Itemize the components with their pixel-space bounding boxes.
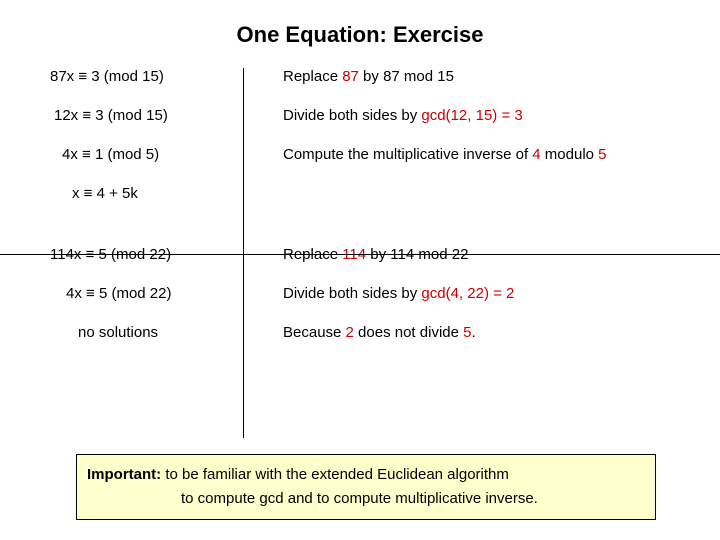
desc-accent: 5 — [598, 146, 606, 163]
eq-rhs: 5 (mod 22) — [95, 285, 172, 302]
congruent-icon: ≡ — [78, 68, 87, 85]
eq-lhs: 4x — [62, 146, 82, 163]
congruent-icon: ≡ — [82, 146, 91, 163]
important-note: Important: to be familiar with the exten… — [76, 454, 656, 520]
note-text: to compute gcd and to compute multiplica… — [181, 490, 538, 507]
desc-text: Because — [283, 324, 346, 341]
desc-text: modulo — [541, 146, 599, 163]
congruent-icon: ≡ — [86, 285, 95, 302]
description-cell: Because 2 does not divide 5. — [243, 324, 670, 341]
equation-cell: 87x ≡ 3 (mod 15) — [50, 68, 243, 85]
description-cell: Replace 87 by 87 mod 15 — [243, 68, 670, 85]
eq-rhs: 3 (mod 15) — [91, 107, 168, 124]
desc-accent: gcd(4, 22) = 2 — [421, 285, 514, 302]
eq-lhs: x — [72, 185, 84, 202]
slide-title: One Equation: Exercise — [0, 0, 720, 68]
equation-row: 12x ≡ 3 (mod 15) Divide both sides by gc… — [50, 107, 670, 124]
equation-row: x ≡ 4 + 5k — [50, 185, 670, 202]
description-cell: Compute the multiplicative inverse of 4 … — [243, 146, 670, 163]
desc-text: Compute the multiplicative inverse of — [283, 146, 532, 163]
description-cell — [243, 185, 670, 202]
equation-cell: no solutions — [50, 324, 243, 341]
vertical-divider — [243, 68, 244, 438]
desc-accent: 4 — [532, 146, 540, 163]
desc-accent: 2 — [346, 324, 354, 341]
note-line: Important: to be familiar with the exten… — [87, 463, 645, 487]
eq-rhs: 3 (mod 15) — [87, 68, 164, 85]
equation-cell: 12x ≡ 3 (mod 15) — [50, 107, 243, 124]
description-cell: Divide both sides by gcd(12, 15) = 3 — [243, 107, 670, 124]
desc-text: Divide both sides by — [283, 107, 421, 124]
equation-row: no solutions Because 2 does not divide 5… — [50, 324, 670, 341]
content-area: 87x ≡ 3 (mod 15) Replace 87 by 87 mod 15… — [0, 68, 720, 341]
equation-cell: 4x ≡ 5 (mod 22) — [50, 285, 243, 302]
equation-row: 4x ≡ 5 (mod 22) Divide both sides by gcd… — [50, 285, 670, 302]
eq-lhs: 87x — [50, 68, 78, 85]
description-cell: Divide both sides by gcd(4, 22) = 2 — [243, 285, 670, 302]
equation-cell: 4x ≡ 1 (mod 5) — [50, 146, 243, 163]
note-text: to be familiar with the extended Euclide… — [161, 466, 509, 483]
note-label: Important: — [87, 466, 161, 483]
desc-text: does not divide — [354, 324, 463, 341]
eq-lhs: 4x — [66, 285, 86, 302]
congruent-icon: ≡ — [82, 107, 91, 124]
desc-text: Divide both sides by — [283, 285, 421, 302]
eq-rhs: 4 + 5k — [92, 185, 137, 202]
desc-text: . — [471, 324, 475, 341]
desc-accent: gcd(12, 15) = 3 — [421, 107, 522, 124]
horizontal-divider — [0, 254, 720, 255]
eq-rhs: 1 (mod 5) — [91, 146, 159, 163]
desc-text: Replace — [283, 68, 342, 85]
note-line: to compute gcd and to compute multiplica… — [87, 487, 645, 511]
eq-lhs: 12x — [54, 107, 82, 124]
equation-cell: x ≡ 4 + 5k — [50, 185, 243, 202]
equation-row: 4x ≡ 1 (mod 5) Compute the multiplicativ… — [50, 146, 670, 163]
eq-text: no solutions — [78, 324, 158, 341]
desc-accent: 87 — [342, 68, 359, 85]
desc-text: by 87 mod 15 — [359, 68, 454, 85]
equation-row: 87x ≡ 3 (mod 15) Replace 87 by 87 mod 15 — [50, 68, 670, 85]
